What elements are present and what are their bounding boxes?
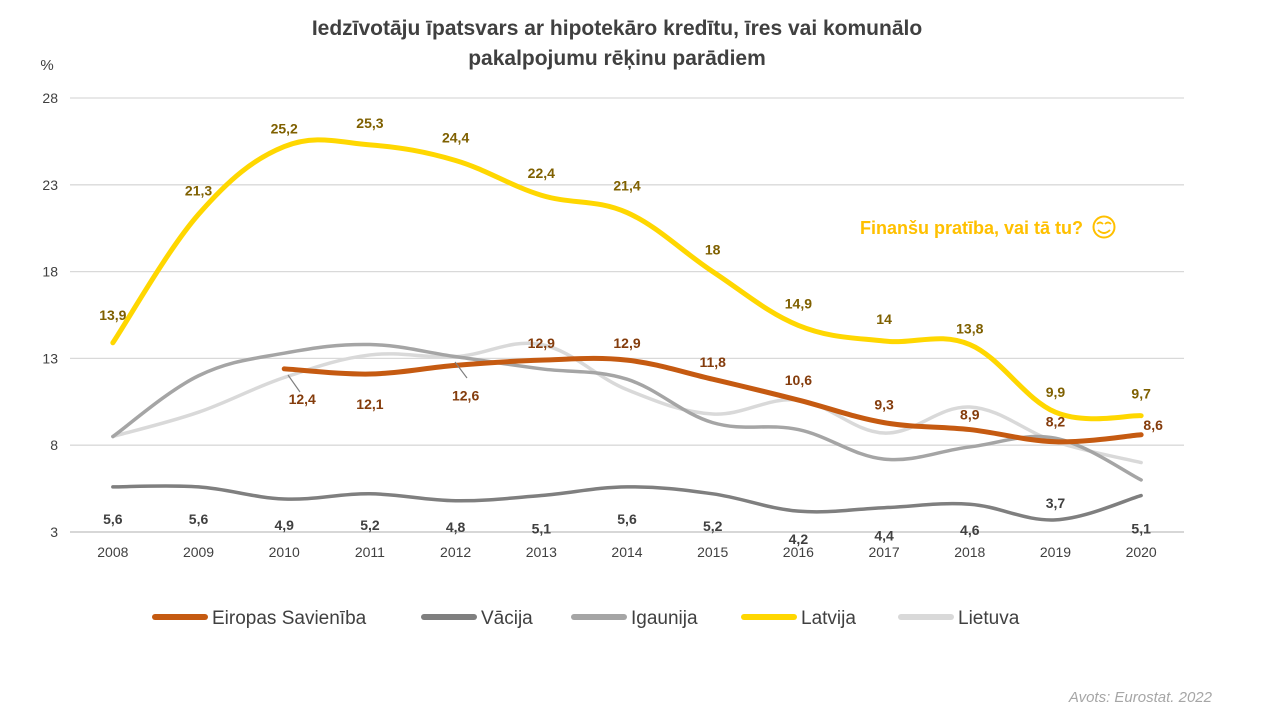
data-label: 5,6: [617, 511, 637, 527]
x-tick-label: 2018: [954, 544, 985, 560]
data-label: 9,3: [874, 397, 894, 413]
series-line-v-cija: [111, 484, 1143, 522]
x-tick-label: 2013: [526, 544, 557, 560]
data-label: 21,3: [185, 182, 212, 198]
data-label: 18: [705, 242, 721, 258]
x-tick-label: 2019: [1040, 544, 1071, 560]
source-note: Avots: Eurostat. 2022: [1068, 689, 1213, 706]
annotation-text: Finanšu pratība, vai tā tu?: [860, 218, 1083, 238]
data-label: 4,8: [446, 519, 466, 535]
gridlines: [70, 97, 1184, 533]
chart-title-line-2: pakalpojumu rēķinu parādiem: [468, 47, 766, 70]
x-tick-label: 2016: [783, 544, 814, 560]
data-label: 9,7: [1131, 386, 1151, 402]
data-label: 12,9: [613, 335, 640, 351]
series-line-igaunija: [111, 342, 1143, 482]
x-tick-label: 2015: [697, 544, 728, 560]
data-label: 25,2: [271, 121, 298, 137]
data-label: 5,1: [1131, 521, 1151, 537]
data-label: 8,9: [960, 407, 980, 423]
data-label: 12,1: [356, 396, 383, 412]
x-tick-label: 2014: [611, 544, 642, 560]
data-label: 8,6: [1143, 417, 1163, 433]
series-lines: [110, 137, 1144, 522]
x-tick-label: 2012: [440, 544, 471, 560]
y-axis-unit: %: [40, 57, 53, 74]
annotation: Finanšu pratība, vai tā tu?: [860, 215, 1116, 239]
data-label: 21,4: [613, 178, 640, 194]
legend-label: Lietuva: [958, 608, 1020, 629]
axes: 3 8 13 18 23 28 2008 2009 2010 2011 2012 2013 2014 20…: [42, 90, 1157, 560]
data-label: 5,1: [532, 521, 552, 537]
y-tick-label: 23: [42, 177, 58, 193]
data-label: 4,9: [274, 517, 294, 533]
x-tick-label: 2011: [355, 544, 385, 560]
y-tick-label: 3: [50, 524, 58, 540]
x-tick-label: 2020: [1126, 544, 1157, 560]
data-label: 13,8: [956, 321, 983, 337]
data-label: 3,7: [1046, 495, 1066, 511]
x-tick-label: 2017: [868, 544, 899, 560]
data-label: 24,4: [442, 129, 469, 145]
data-label: 25,3: [356, 115, 383, 131]
x-tick-label: 2009: [183, 544, 214, 560]
data-label: 8,2: [1046, 414, 1066, 430]
data-label: 5,6: [103, 511, 123, 527]
data-label: 9,9: [1046, 384, 1066, 400]
y-tick-label: 13: [42, 350, 58, 366]
legend-label: Vācija: [481, 608, 533, 629]
data-label: 12,6: [452, 387, 479, 403]
data-label: 11,8: [699, 354, 726, 370]
series-line-latvija: [110, 137, 1144, 422]
x-tick-label: 2008: [97, 544, 128, 560]
data-label: 13,9: [99, 307, 126, 323]
data-label: 22,4: [528, 165, 555, 181]
y-tick-label: 8: [50, 437, 58, 453]
data-label: 5,2: [703, 518, 723, 534]
data-label: 14,9: [785, 295, 812, 311]
data-label: 4,2: [789, 531, 809, 547]
data-label: 12,4: [289, 391, 316, 407]
data-label: 10,6: [785, 372, 812, 388]
data-label: 5,6: [189, 511, 209, 527]
legend: Eiropas Savienība Vācija Igaunija Latvija Li…: [152, 608, 1020, 629]
x-tick-label: 2010: [269, 544, 300, 560]
legend-label: Eiropas Savienība: [212, 608, 367, 629]
leader-line: [287, 374, 301, 393]
data-label: 5,2: [360, 517, 380, 533]
data-label: 4,4: [874, 528, 894, 544]
legend-label: Igaunija: [631, 608, 698, 629]
data-labels: 12,4 12,1 12,6 12,9 12,9 11,8 10,6 9,3 8,9 8,2 8,6…: [99, 115, 1163, 547]
series-line-lietuva: [111, 341, 1143, 465]
chart-title-line-1: Iedzīvotāju īpatsvars ar hipotekāro kred…: [312, 17, 922, 40]
leader-line: [454, 361, 468, 379]
legend-label: Latvija: [801, 608, 856, 629]
data-label: 12,9: [528, 335, 555, 351]
winking-face-icon: [1092, 215, 1116, 239]
y-tick-label: 18: [42, 264, 58, 280]
y-tick-label: 28: [42, 90, 58, 106]
data-label: 14: [876, 311, 892, 327]
series-line-eiropas-savien-ba: [281, 355, 1144, 445]
data-label: 4,6: [960, 522, 980, 538]
